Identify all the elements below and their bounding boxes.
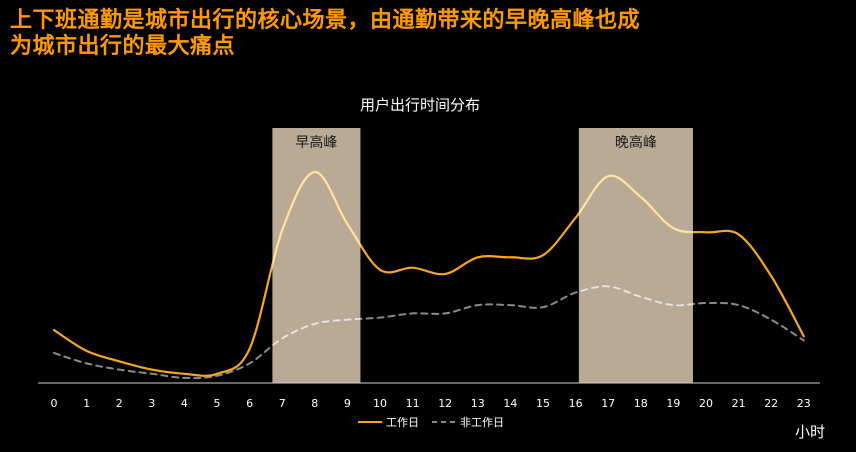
x-axis-tick-labels: 0 1 2 3 4 5 6 7 8 9 10 11 12 13 14 15 16 17 18 19 20 21 22 23: [51, 397, 811, 410]
legend: 工作日 非工作日: [358, 416, 504, 429]
headline-line-2: 为城市出行的最大痛点: [10, 34, 236, 59]
peak-band-1: [272, 128, 361, 383]
x-tick-label: 23: [797, 397, 811, 410]
x-tick-label: 8: [311, 397, 318, 410]
x-tick-label: 7: [279, 397, 286, 410]
x-tick-label: 5: [214, 397, 221, 410]
peak-band-label-2: 晚高峰: [615, 134, 657, 151]
x-tick-label: 3: [148, 397, 155, 410]
x-tick-label: 1: [83, 397, 90, 410]
x-tick-label: 18: [634, 397, 648, 410]
peak-bands: 早高峰 晚高峰: [272, 128, 693, 383]
x-tick-label: 12: [438, 397, 452, 410]
x-tick-label: 19: [666, 397, 680, 410]
x-tick-label: 15: [536, 397, 550, 410]
chart-title: 用户出行时间分布: [360, 96, 480, 114]
series-lines: [52, 170, 805, 380]
x-tick-label: 16: [569, 397, 583, 410]
x-tick-label: 20: [699, 397, 713, 410]
x-tick-label: 13: [471, 397, 485, 410]
peak-band-label-1: 早高峰: [295, 134, 337, 151]
x-tick-label: 6: [246, 397, 253, 410]
legend-label-non-workday: 非工作日: [460, 416, 504, 429]
x-tick-label: 17: [601, 397, 615, 410]
x-tick-label: 2: [116, 397, 123, 410]
x-tick-label: 22: [764, 397, 778, 410]
x-axis-label: 小时: [795, 423, 825, 441]
x-tick-label: 14: [503, 397, 517, 410]
x-tick-label: 4: [181, 397, 188, 410]
x-tick-label: 11: [406, 397, 420, 410]
x-tick-label: 21: [732, 397, 746, 410]
headline: 上下班通勤是城市出行的核心场景，由通勤带来的早晚高峰也成 为城市出行的最大痛点: [10, 8, 770, 60]
x-tick-label: 9: [344, 397, 351, 410]
x-tick-label: 10: [373, 397, 387, 410]
headline-line-1: 上下班通勤是城市出行的核心场景，由通勤带来的早晚高峰也成: [10, 8, 641, 33]
x-tick-label: 0: [51, 397, 58, 410]
peak-band-2: [578, 128, 693, 383]
legend-label-workday: 工作日: [386, 416, 419, 429]
